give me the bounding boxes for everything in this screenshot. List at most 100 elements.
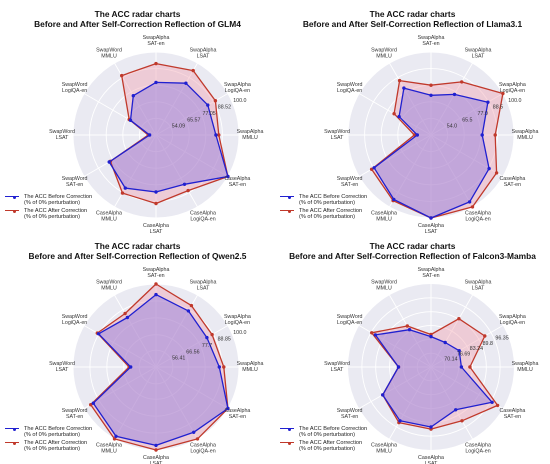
series-before-point: [487, 166, 491, 171]
series-before-point: [372, 166, 376, 170]
axis-label: SwapAlpha LogiQA-en: [224, 314, 251, 326]
legend-before-label-1: The ACC Before Correction: [24, 194, 93, 200]
series-before-point: [107, 160, 111, 164]
series-before-point: [91, 401, 96, 405]
chart-title: The ACC radar charts: [369, 9, 456, 19]
axis-label: SwapAlpha SAT-en: [143, 267, 170, 279]
axis-label: CaseAlpha SAT-en: [499, 408, 525, 420]
axis-label: CaseAlpha LSAT: [418, 223, 444, 235]
series-before-point: [398, 419, 402, 423]
series-after-point: [191, 68, 195, 73]
spoke-gridline: [430, 366, 473, 440]
series-before-point: [114, 434, 118, 438]
axis-label: CaseAlpha SAT-en: [224, 176, 250, 188]
chart-title: The ACC radar charts: [94, 241, 181, 251]
legend-item-before: The ACC Before Correction (% of 0% pertu…: [2, 426, 142, 439]
axis-label: SwapAlpha LogiQA-en: [224, 82, 251, 94]
axis-label: SwapAlpha LSAT: [465, 48, 492, 60]
axis-label: CaseAlpha MMLU: [371, 442, 397, 454]
r-tick-label: 77.7: [202, 343, 212, 349]
axis-label: SwapWord LogiQA-en: [337, 82, 363, 94]
axis-label: CaseAlpha LSAT: [418, 455, 444, 464]
axis-label: SwapWord SAT-en: [337, 408, 363, 420]
spoke-gridline: [83, 366, 157, 409]
series-before-point: [429, 216, 433, 220]
series-before-point: [128, 118, 133, 123]
axis-label: SwapWord SAT-en: [62, 408, 88, 420]
series-before-point: [182, 182, 187, 186]
r-tick-label: 65.5: [462, 117, 472, 123]
axis-label: SwapAlpha SAT-en: [418, 35, 445, 47]
series-after-point: [457, 317, 461, 321]
chart-title: The ACC radar charts: [369, 241, 456, 251]
series-after-point: [495, 403, 500, 408]
series-after-point: [213, 99, 218, 103]
legend-item-before: The ACC Before Correction (% of 0% pertu…: [277, 194, 417, 207]
spoke-gridline: [114, 366, 157, 440]
axis-label: SwapAlpha MMLU: [512, 129, 539, 141]
series-after-point: [89, 403, 93, 407]
spoke-gridline: [389, 366, 432, 440]
axis-label: SwapWord LSAT: [324, 129, 350, 141]
series-after-point: [501, 91, 505, 96]
axis-label: SwapWord LogiQA-en: [62, 314, 88, 326]
chart-panel-falcon: 70.14 76.69 83.24 89.8 96.35 SwapAlpha SAT-en S…: [275, 232, 550, 464]
axis-label: SwapAlpha LogiQA-en: [499, 82, 526, 94]
axis-label: SwapAlpha SAT-en: [418, 267, 445, 279]
r-tick-label: 54.09: [172, 124, 185, 130]
series-after-point: [222, 365, 226, 369]
series-before-point: [226, 406, 230, 411]
series-before-point: [415, 133, 419, 137]
series-after-point: [369, 167, 374, 171]
series-before-point: [373, 333, 378, 337]
r-tick-label: 76.69: [457, 351, 470, 357]
axis-label: SwapAlpha LSAT: [190, 280, 217, 292]
series-after-point: [120, 191, 125, 195]
legend-after-label-2: (% of 0% perturbation): [24, 446, 80, 453]
series-after-point: [154, 61, 158, 66]
r-tick-label: 70.14: [444, 357, 457, 363]
r-tick-label: 96.35: [495, 336, 508, 342]
spoke-gridline: [155, 62, 198, 136]
chart-panel-llama: 54.0 65.5 77.0 88.5 100.0 SwapAlpha SAT-en Swap…: [275, 0, 550, 235]
spoke-gridline: [430, 134, 473, 208]
chart-panel-qwen: 56.41 66.56 77.7 88.85 100.0 SwapAlpha SAT-en S…: [0, 232, 275, 464]
series-before-point: [206, 103, 210, 107]
series-before-point: [490, 400, 494, 404]
series-after-point: [195, 437, 200, 441]
axis-label: SwapAlpha LSAT: [190, 48, 217, 60]
series-before-point: [186, 309, 191, 313]
series-before-point: [154, 80, 158, 85]
series-before-point: [154, 190, 158, 194]
r-tick-label: 88.85: [218, 337, 231, 343]
chart-panel-glm4: 54.09 65.57 77.05 88.52 100.0 SwapAlpha SAT-en…: [0, 0, 275, 235]
series-after-area: [90, 284, 228, 450]
spoke-gridline: [114, 134, 157, 208]
radar-plot: 54.0 65.5 77.0 88.5 100.0 SwapAlpha SAT-en Swap…: [324, 35, 539, 235]
spoke-gridline: [358, 366, 432, 409]
series-before-point: [184, 81, 188, 85]
series-after-area: [371, 318, 498, 430]
axis-label: SwapWord MMLU: [96, 280, 122, 292]
r-tick-label: 100.0: [233, 330, 246, 336]
legend-before-label-1: The ACC Before Correction: [299, 426, 368, 432]
legend-after-label-1: The ACC After Correction: [24, 207, 88, 214]
legend-after-label-2: (% of 0% perturbation): [24, 214, 80, 221]
axis-label: SwapWord LSAT: [49, 361, 75, 373]
series-before-point: [392, 197, 396, 202]
axis-label: SwapAlpha LSAT: [465, 280, 492, 292]
series-after-point: [470, 205, 475, 209]
series-before-point: [443, 340, 447, 345]
chart-subtitle: Before and After Self-Correction Reflect…: [289, 251, 536, 261]
series-after-point: [186, 188, 190, 193]
legend-before-swatch: [5, 428, 19, 432]
legend-before-label-2: (% of 0% perturbation): [24, 432, 80, 439]
legend-after-swatch: [5, 209, 19, 214]
axis-label: SwapAlpha SAT-en: [143, 35, 170, 47]
axis-label: CaseAlpha MMLU: [96, 442, 122, 454]
axis-label: CaseAlpha MMLU: [96, 210, 122, 222]
legend-item-after: The ACC After Correction (% of 0% pertur…: [2, 440, 142, 453]
